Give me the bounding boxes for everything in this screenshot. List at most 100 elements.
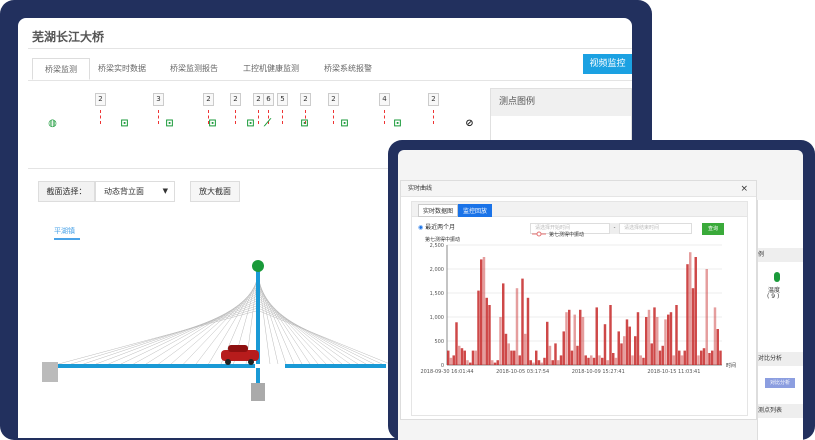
- section-select[interactable]: 动态背立面 ▼: [95, 181, 175, 202]
- stay-cable: [95, 302, 259, 365]
- data-bar: [496, 360, 499, 365]
- sensor-marker-line: [282, 110, 283, 124]
- data-bar: [570, 350, 574, 365]
- data-bar: [691, 288, 695, 365]
- data-bar: [471, 350, 475, 365]
- data-bar: [708, 353, 711, 365]
- stay-cable: [145, 292, 259, 365]
- stay-cable: [257, 310, 391, 365]
- data-bar: [474, 350, 477, 365]
- sensor-count-badge[interactable]: 2: [95, 93, 106, 106]
- data-bar: [449, 357, 453, 365]
- data-bar: [513, 350, 516, 365]
- data-bar: [551, 360, 554, 365]
- stay-cable: [257, 300, 359, 365]
- sensor-count-badge[interactable]: 6: [263, 93, 274, 106]
- sensor-count-badge[interactable]: 2: [203, 93, 214, 106]
- data-bar: [540, 362, 543, 365]
- stay-cable: [170, 287, 259, 365]
- data-bar: [697, 355, 700, 365]
- sensor-icon[interactable]: ⟋: [264, 118, 271, 129]
- range-radio[interactable]: ◉ 最近两个月: [418, 222, 455, 231]
- sensor-icon[interactable]: ⊡: [393, 118, 402, 129]
- sensor-icon[interactable]: ⊡: [208, 118, 217, 129]
- data-bar: [675, 305, 678, 365]
- data-bar: [455, 322, 458, 365]
- data-bar: [683, 350, 686, 365]
- tab-bridge-monitor[interactable]: 桥梁监测: [32, 58, 90, 80]
- side-panel: 例 温度 ( 9 ) 对比分析 对比分析 测点列表: [757, 200, 803, 440]
- x-tick-label: 2018-10-09 15:27:41: [572, 369, 625, 375]
- sensor-count-badge[interactable]: 2: [428, 93, 439, 106]
- end-time-input[interactable]: 请选择结束时间: [619, 223, 692, 234]
- data-bar: [653, 307, 656, 365]
- data-bar: [504, 333, 508, 365]
- data-bar: [493, 362, 497, 365]
- query-button[interactable]: 查询: [702, 223, 724, 235]
- modal-title: 实时曲线: [408, 185, 433, 192]
- data-bar: [628, 326, 631, 365]
- data-bar: [499, 317, 502, 365]
- video-monitor-button[interactable]: 视频监控: [583, 54, 632, 74]
- tab-playback[interactable]: 监控回放: [458, 204, 493, 217]
- data-bar: [584, 355, 587, 365]
- x-tick-label: 2018-10-15 11:03:41: [647, 369, 700, 375]
- sensor-count-badge[interactable]: 3: [153, 93, 164, 106]
- sensor-marker-line: [100, 110, 101, 124]
- sensor-marker-line: [258, 110, 259, 124]
- compare-button[interactable]: 对比分析: [765, 378, 795, 388]
- tab-realtime-chart[interactable]: 实时数据图: [418, 204, 459, 217]
- pier: [251, 383, 265, 401]
- chart-legend: 第七测得中振动: [532, 231, 584, 238]
- sensor-count-badge[interactable]: 2: [230, 93, 241, 106]
- data-bar: [518, 355, 521, 365]
- data-bar: [581, 317, 585, 365]
- stay-cable: [133, 295, 259, 365]
- tab-alarm[interactable]: 桥梁系统报警: [324, 64, 372, 73]
- sensor-count-badge[interactable]: 2: [328, 93, 339, 106]
- data-bar: [686, 264, 689, 365]
- tab-report[interactable]: 桥梁监测报告: [170, 64, 218, 73]
- sensor-icon[interactable]: ⊡: [340, 118, 349, 129]
- car-icon: [221, 345, 259, 365]
- data-bar: [466, 360, 469, 365]
- data-bar: [482, 257, 486, 365]
- bridge-diagram: [42, 260, 391, 401]
- close-icon[interactable]: ×: [740, 184, 748, 194]
- data-bar: [573, 314, 576, 365]
- side-legend-header: 例: [758, 248, 803, 262]
- chart-screen: 例 温度 ( 9 ) 对比分析 对比分析 测点列表 实时曲线 × 实时数据图 监控…: [398, 150, 803, 440]
- data-bar: [447, 350, 450, 365]
- no-entry-icon[interactable]: ⊘: [465, 118, 474, 129]
- data-bar: [645, 317, 648, 365]
- y-tick-label: 1,500: [430, 291, 444, 297]
- sensor-icon[interactable]: ⊡: [246, 118, 255, 129]
- sensor-icon[interactable]: ⊡: [165, 118, 174, 129]
- start-time-input[interactable]: 请选择开始时间: [530, 223, 610, 234]
- sensor-icon[interactable]: ⊡: [300, 118, 309, 129]
- sensor-count-badge[interactable]: 5: [277, 93, 288, 106]
- compare-header: 对比分析: [758, 352, 803, 366]
- sensor-count-badge[interactable]: 4: [379, 93, 390, 106]
- data-bar: [617, 331, 620, 365]
- sensor-circle-icon[interactable]: ◍: [48, 118, 57, 129]
- sensor-icon[interactable]: ⊡: [120, 118, 129, 129]
- data-bar: [592, 357, 596, 365]
- legend-title: 测点图例: [491, 89, 631, 116]
- stay-cable: [257, 297, 351, 365]
- direction-label: 平湖镇: [54, 227, 75, 235]
- tab-ipc-health[interactable]: 工控机健康监测: [243, 64, 299, 73]
- radio-icon: ◉: [418, 224, 424, 231]
- realtime-curve-modal: 实时曲线 × 实时数据图 监控回放 ◉ 最近两个月 请选择开始时间 - 请选择结束…: [400, 180, 757, 420]
- sensor-count-badge[interactable]: 2: [300, 93, 311, 106]
- y-axis-label: 第七测得中振动: [425, 236, 460, 243]
- date-separator: -: [610, 223, 619, 234]
- sensor-marker-line: [305, 110, 306, 124]
- data-bar: [647, 309, 651, 365]
- tab-realtime-data[interactable]: 桥梁实时数据: [98, 64, 146, 73]
- data-bar: [557, 360, 560, 365]
- data-bar: [491, 360, 494, 365]
- zoom-section-button[interactable]: 放大截面: [190, 181, 240, 202]
- stay-cable: [58, 310, 259, 365]
- data-bar: [636, 312, 640, 365]
